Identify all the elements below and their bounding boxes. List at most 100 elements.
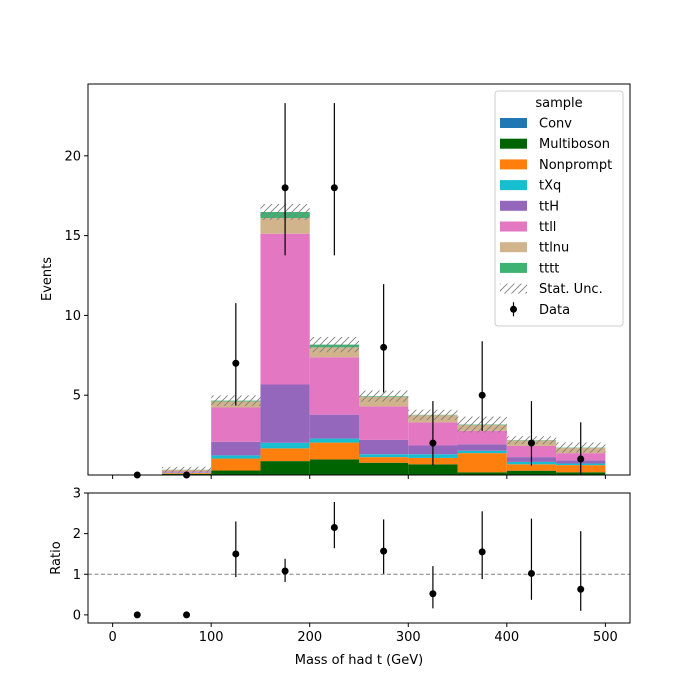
data-point	[429, 439, 437, 447]
legend-label: tttt	[539, 261, 559, 276]
bar-multiboson	[260, 461, 310, 475]
legend-swatch	[500, 242, 527, 253]
bar-tth	[309, 414, 359, 439]
bar-ttll	[457, 430, 507, 445]
bar-nonprompt	[506, 464, 557, 471]
legend-label: ttH	[539, 199, 559, 214]
bar-multiboson	[309, 459, 359, 475]
legend-data-marker	[510, 305, 517, 313]
bar-multiboson	[408, 464, 458, 475]
legend-swatch	[500, 221, 527, 232]
bar-multiboson	[211, 470, 261, 475]
x-tick-label: 300	[396, 630, 421, 645]
data-point	[232, 359, 240, 367]
ratio-y-tick-label: 3	[73, 487, 81, 502]
main-y-axis-label: Events	[40, 257, 55, 301]
x-tick-label: 0	[108, 630, 116, 645]
bar-tth	[359, 439, 409, 455]
bar-multiboson	[506, 470, 557, 475]
bar-tth	[260, 384, 310, 443]
x-axis-label: Mass of had t (GeV)	[295, 653, 423, 668]
bar-nonprompt	[359, 457, 409, 463]
bar-tth	[211, 441, 261, 456]
stat-unc-band	[161, 466, 212, 473]
ratio-points	[133, 501, 585, 619]
bar-txq	[457, 450, 507, 454]
stacked-histogram	[161, 211, 606, 475]
main-panel: 5 10 15 20 Events sample Conv Multiboson Nonp…	[40, 83, 631, 479]
stat-unc-band	[309, 336, 359, 353]
ratio-point	[133, 611, 141, 619]
ratio-y-tick-label: 1	[73, 568, 81, 583]
main-x-ticks	[112, 475, 606, 479]
ratio-point	[232, 550, 240, 558]
bar-ttll	[211, 407, 261, 442]
legend-swatch	[500, 138, 527, 149]
legend-swatch	[500, 262, 527, 273]
stat-unc-band	[359, 390, 409, 402]
ratio-y-ticks: 0 1 2 3	[73, 487, 88, 623]
main-axes-frame	[87, 83, 631, 476]
legend-title: sample	[535, 96, 582, 111]
legend-items: Conv Multiboson Nonprompt tXq ttH ttll ttlnu tt…	[500, 117, 612, 318]
legend-label: Stat. Unc.	[539, 282, 603, 297]
legend-label: tXq	[539, 179, 561, 194]
bar-ttll	[359, 406, 409, 440]
x-tick-label: 200	[297, 630, 322, 645]
ratio-point	[281, 567, 289, 575]
x-tick-label: 100	[199, 630, 224, 645]
legend: sample Conv Multiboson Nonprompt tXq ttH ttll…	[494, 90, 624, 327]
y-tick-label: 5	[73, 389, 81, 404]
bar-ttll	[309, 357, 359, 415]
data-point	[281, 184, 289, 192]
main-y-ticks: 5 10 15 20	[64, 149, 88, 404]
data-point	[478, 391, 486, 399]
ratio-panel: 0 1 2 3 0 100 200 300 400 500 Ratio Mass of had …	[49, 487, 631, 668]
legend-label: Multiboson	[539, 137, 610, 152]
data-point	[577, 455, 585, 463]
bar-nonprompt	[457, 453, 507, 473]
legend-label: ttlnu	[539, 241, 569, 256]
bar-nonprompt	[211, 458, 261, 471]
bar-ttll	[260, 233, 310, 385]
legend-label: Data	[539, 303, 570, 318]
bar-nonprompt	[260, 448, 310, 462]
bar-txq	[260, 442, 310, 449]
legend-swatch	[500, 200, 527, 211]
bar-nonprompt	[309, 442, 359, 460]
data-point	[330, 184, 338, 192]
ratio-point	[183, 611, 191, 619]
y-tick-label: 15	[64, 229, 81, 244]
ratio-y-tick-label: 0	[73, 608, 81, 623]
data-point	[527, 439, 535, 447]
y-tick-label: 10	[64, 309, 81, 324]
legend-swatch	[500, 180, 527, 191]
legend-swatch-hatch	[500, 283, 527, 294]
x-tick-label: 500	[593, 630, 618, 645]
ratio-point	[478, 548, 486, 556]
ratio-point	[429, 590, 437, 598]
ratio-point	[577, 585, 585, 593]
legend-label: Nonprompt	[539, 158, 612, 173]
data-points	[133, 103, 585, 479]
legend-label: Conv	[539, 117, 572, 132]
ratio-y-tick-label: 2	[73, 527, 81, 542]
bar-txq	[359, 454, 409, 458]
ratio-x-ticks: 0 100 200 300 400 500	[108, 623, 618, 645]
ratio-axes-frame	[87, 492, 631, 624]
bar-tth	[457, 444, 507, 451]
ratio-point	[527, 569, 535, 577]
legend-swatch	[500, 118, 527, 128]
bar-multiboson	[359, 462, 409, 475]
legend-label: ttll	[539, 220, 556, 235]
ratio-point	[380, 547, 388, 555]
y-tick-label: 20	[64, 149, 81, 164]
ratio-y-axis-label: Ratio	[49, 541, 64, 574]
data-point	[380, 343, 388, 351]
legend-swatch	[500, 159, 527, 170]
x-tick-label: 400	[494, 630, 519, 645]
bar-txq	[309, 438, 359, 443]
bar-multiboson	[457, 472, 507, 475]
ratio-point	[330, 524, 338, 532]
